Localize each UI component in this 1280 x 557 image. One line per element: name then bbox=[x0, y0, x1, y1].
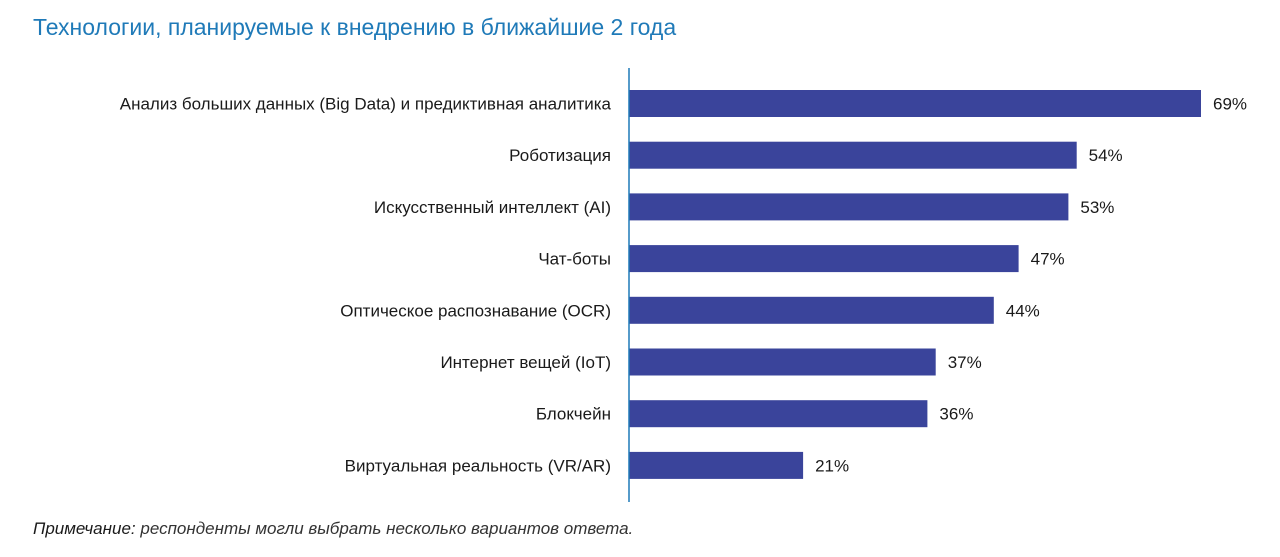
bar bbox=[629, 193, 1069, 221]
bar bbox=[629, 348, 936, 376]
chart-title: Технологии, планируемые к внедрению в бл… bbox=[33, 14, 677, 40]
category-label: Оптическое распознавание (OCR) bbox=[340, 301, 611, 320]
bar bbox=[629, 451, 804, 479]
bar bbox=[629, 245, 1019, 273]
bar bbox=[629, 296, 994, 324]
category-label: Блокчейн bbox=[536, 405, 611, 424]
category-label: Роботизация bbox=[509, 146, 611, 165]
value-label: 36% bbox=[939, 405, 973, 424]
bars-group: Анализ больших данных (Big Data) и преди… bbox=[120, 90, 1247, 479]
value-label: 69% bbox=[1213, 95, 1247, 114]
bar bbox=[629, 400, 928, 428]
category-label: Чат-боты bbox=[538, 250, 611, 269]
value-label: 44% bbox=[1006, 301, 1040, 320]
footnote-text: респонденты могли выбрать несколько вари… bbox=[140, 519, 634, 538]
bar bbox=[629, 90, 1201, 117]
value-label: 21% bbox=[815, 456, 849, 475]
category-label: Виртуальная реальность (VR/AR) bbox=[345, 456, 611, 475]
value-label: 53% bbox=[1080, 198, 1114, 217]
footnote-label: Примечание: bbox=[33, 519, 136, 538]
value-label: 37% bbox=[948, 353, 982, 372]
value-label: 47% bbox=[1031, 250, 1065, 269]
footnote: Примечание: респонденты могли выбрать не… bbox=[33, 519, 633, 539]
category-label: Анализ больших данных (Big Data) и преди… bbox=[120, 95, 612, 114]
value-label: 54% bbox=[1089, 146, 1123, 165]
bar bbox=[629, 141, 1077, 169]
category-label: Интернет вещей (IoT) bbox=[440, 353, 611, 372]
bar-chart: Анализ больших данных (Big Data) и преди… bbox=[120, 68, 1247, 502]
category-label: Искусственный интеллект (AI) bbox=[374, 198, 611, 217]
